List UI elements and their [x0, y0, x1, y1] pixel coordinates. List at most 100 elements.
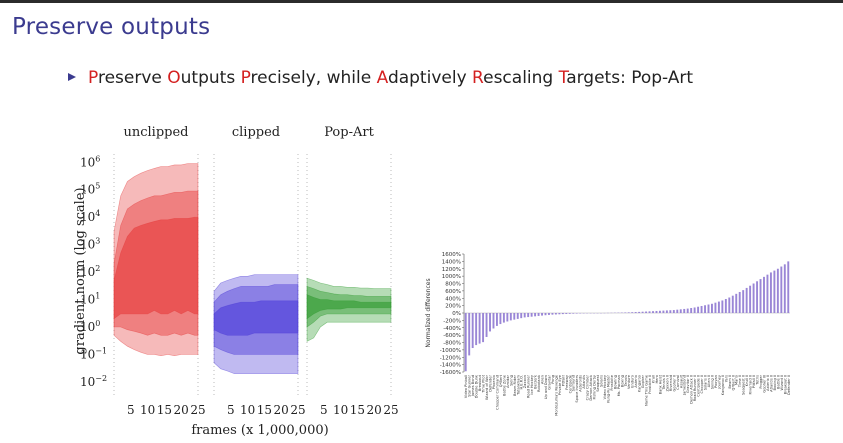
- bar: [544, 313, 547, 316]
- bar: [697, 306, 700, 313]
- x-tick-label: 5: [127, 403, 135, 417]
- bullet-triangle-icon: [68, 73, 76, 81]
- bar: [676, 309, 679, 313]
- bar-category-label: Ice Hockey: [530, 374, 534, 394]
- bar-category-label: Chopper Command: [495, 375, 499, 410]
- bar: [548, 313, 550, 315]
- panel-pop-art: Pop-Art 5 10 15 20 25: [306, 125, 399, 417]
- x-tick-label: 15: [350, 403, 365, 417]
- bar-category-label: Wizard II: [780, 375, 784, 391]
- bar-y-tick-label: -200%: [443, 318, 461, 324]
- y-tick-label: 106: [80, 154, 100, 169]
- bar-category-label: Kangaroo II: [721, 375, 725, 395]
- bullet-text-segment: recisely, while: [250, 68, 377, 88]
- bar: [738, 291, 741, 313]
- bar-category-label: Q*Bert: [499, 374, 503, 387]
- bar: [478, 313, 481, 344]
- bar: [485, 313, 488, 337]
- x-tick-label: 25: [190, 403, 205, 417]
- bullet-highlight-letter: A: [376, 68, 388, 88]
- bar-category-label: Zaxxon: [523, 375, 527, 388]
- bar: [489, 313, 491, 332]
- bar: [527, 313, 530, 318]
- slide-title: Preserve outputs: [12, 14, 211, 40]
- bar-category-label: Frogger: [759, 374, 763, 388]
- bar-category-label: Kung-Fu Master: [606, 374, 610, 402]
- x-axis-label: frames (x 1,000,000): [191, 423, 328, 438]
- bar-category-label: Freeway: [565, 374, 569, 390]
- bar: [534, 313, 537, 317]
- series-band: [306, 294, 392, 320]
- bar-category-label: Atlantis II: [769, 375, 773, 392]
- y-tick-label: 10−2: [80, 374, 107, 389]
- bar-y-tick-label: 1600%: [442, 252, 461, 258]
- series-band: [213, 300, 299, 336]
- gradient-norm-chart: gradient norm (log scale) 10−2 10−1 100 101 1…: [73, 125, 399, 438]
- bar: [769, 272, 772, 313]
- bar-y-tick-label: -1400%: [440, 363, 461, 369]
- bar-category-label: Seaquest: [596, 374, 600, 391]
- bar: [482, 313, 485, 343]
- bar-category-label: Yars: [724, 375, 728, 382]
- bar: [652, 311, 654, 313]
- bar-category-label: Chopper II: [700, 375, 704, 394]
- bar-y-tick-label: 400%: [445, 296, 461, 302]
- bar-category-label: Q*Bert II: [731, 375, 735, 390]
- bar: [513, 313, 516, 320]
- bar-category-label: Alien II: [707, 375, 711, 387]
- bar: [575, 313, 578, 314]
- y-tick-label: 100: [80, 319, 100, 334]
- bar-category-label: Solaris: [599, 375, 603, 387]
- bar-category-label: Beam Rider: [513, 374, 517, 396]
- bar: [530, 313, 533, 317]
- bar-category-label: Road Runner II: [693, 375, 697, 401]
- bar-category-label: Solaris II: [704, 375, 708, 390]
- bar-category-label: Demon Attack II: [690, 375, 694, 404]
- bar: [475, 313, 478, 346]
- y-tick-label: 104: [80, 209, 100, 224]
- bar-category-label: Pitfall!: [561, 375, 565, 386]
- bar-category-label: Time II: [738, 375, 742, 388]
- bar: [502, 313, 505, 323]
- bar: [773, 270, 776, 313]
- bar-y-tick-label: 0%: [452, 311, 461, 317]
- bar-category-label: Atlantis: [582, 375, 586, 389]
- bar-category-label: Star Gunner: [468, 374, 472, 396]
- bar-y-tick-label: -1000%: [440, 348, 461, 354]
- bar: [742, 290, 745, 313]
- bar-category-label: Space Invaders: [575, 375, 579, 403]
- bar-category-label: Tennis: [624, 375, 628, 387]
- bar: [704, 305, 706, 313]
- bar-category-label: Crazy Climber: [586, 374, 590, 400]
- bar: [631, 312, 634, 313]
- bar: [551, 313, 554, 315]
- bar-category-label: Centipede II: [697, 375, 701, 397]
- bar: [780, 266, 783, 313]
- bar-category-label: Pong: [551, 375, 555, 384]
- bar: [714, 302, 717, 313]
- bar-y-tick-label: -1600%: [440, 370, 461, 376]
- x-tick-label: 15: [157, 403, 172, 417]
- bar-category-label: Hero: [655, 375, 659, 384]
- bar-category-label: Krull: [652, 375, 656, 383]
- bar: [554, 313, 557, 315]
- bar: [624, 312, 627, 313]
- bar-category-label: Gopher: [641, 374, 645, 388]
- bar-category-label: Frostbite: [610, 374, 614, 390]
- bar: [662, 310, 665, 313]
- bar-category-label: Name This Game: [645, 374, 649, 406]
- bar-y-tick-label: 600%: [445, 289, 461, 295]
- bar: [648, 311, 651, 313]
- bar: [520, 313, 523, 319]
- x-tick-label: 10: [240, 403, 255, 417]
- bullet-highlight-letter: P: [88, 68, 98, 88]
- bar-category-label: Pooyan: [714, 375, 718, 388]
- y-tick-label: 10−1: [80, 346, 107, 361]
- bar: [516, 313, 519, 319]
- bar-category-label: Double Dunk: [475, 374, 479, 398]
- bar-category-label: Breakout: [478, 374, 482, 391]
- bar: [495, 313, 498, 326]
- bar: [756, 281, 759, 313]
- bar-category-label: Video Hockey: [603, 374, 607, 399]
- panel-title: clipped: [232, 125, 280, 140]
